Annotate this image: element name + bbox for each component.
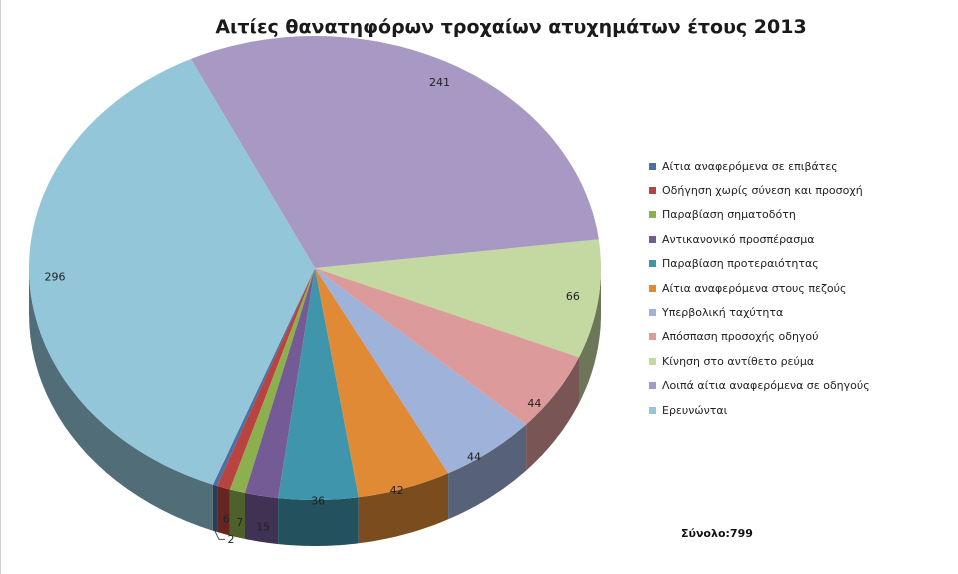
pie-side-walls xyxy=(29,268,601,546)
pie-slice-6 xyxy=(315,268,527,474)
pie-side-6 xyxy=(448,424,527,520)
legend-label: Ερευνώνται xyxy=(662,403,728,417)
data-label-3: 15 xyxy=(256,520,270,533)
legend-item-4: Παραβίαση προτεραιότητας xyxy=(649,252,870,276)
data-label-5: 42 xyxy=(390,484,404,497)
legend-label: Υπερβολική ταχύτητα xyxy=(662,306,784,320)
pie-slice-2 xyxy=(229,268,315,493)
legend-label: Οδήγηση χωρίς σύνεση και προσοχή xyxy=(662,184,863,198)
pie-side-4 xyxy=(278,497,359,546)
legend-item-1: Οδήγηση χωρίς σύνεση και προσοχή xyxy=(649,178,870,202)
legend-label: Κίνηση στο αντίθετο ρεύμα xyxy=(662,354,815,368)
legend-label: Αίτια αναφερόμενα στους πεζούς xyxy=(662,281,847,295)
data-label-4: 36 xyxy=(311,495,325,508)
data-label-7: 44 xyxy=(527,397,541,410)
data-labels: 2 6 7 15 36 42 44 44 66 241 296 xyxy=(45,76,580,546)
data-label-0: 2 xyxy=(228,533,235,546)
data-label-6: 44 xyxy=(467,451,481,464)
pie-slice-8 xyxy=(315,239,601,358)
pie-side-5 xyxy=(358,473,449,544)
pie-side-3 xyxy=(245,492,279,545)
legend-swatch xyxy=(649,260,656,268)
legend-swatch xyxy=(649,211,656,219)
legend-label: Αντικανονικό προσπέρασμα xyxy=(662,232,815,246)
legend-label: Παραβίαση προτεραιότητας xyxy=(662,257,819,271)
legend-item-0: Αίτια αναφερόμενα σε επιβάτες xyxy=(649,154,870,178)
pie-slice-10 xyxy=(29,59,315,485)
legend-swatch xyxy=(649,162,656,170)
legend-label: Παραβίαση σηματοδότη xyxy=(662,208,796,222)
legend-swatch xyxy=(649,187,656,195)
legend-item-7: Απόσπαση προσοχής οδηγού xyxy=(649,325,870,349)
legend-swatch xyxy=(649,406,656,414)
chart-title: Αιτίες θανατηφόρων τροχαίων ατυχημάτων έ… xyxy=(215,16,807,38)
legend-item-6: Υπερβολική ταχύτητα xyxy=(649,300,870,324)
legend-swatch xyxy=(649,333,656,341)
legend-item-2: Παραβίαση σηματοδότη xyxy=(649,203,870,227)
pie-slices xyxy=(29,36,601,500)
leader-line-0 xyxy=(214,531,225,540)
pie-slice-5 xyxy=(315,268,449,498)
data-label-9: 241 xyxy=(429,76,450,89)
data-label-10: 296 xyxy=(45,270,66,283)
legend-item-10: Ερευνώνται xyxy=(649,398,870,422)
pie-side-8 xyxy=(579,268,601,404)
pie-side-7 xyxy=(526,357,579,471)
data-label-8: 66 xyxy=(566,290,580,303)
legend-item-3: Αντικανονικό προσπέρασμα xyxy=(649,227,870,251)
pie-slice-9 xyxy=(190,36,599,268)
pie-side-0 xyxy=(212,484,218,532)
legend-swatch xyxy=(649,309,656,317)
total-label: Σύνολο:799 xyxy=(681,527,753,540)
pie-slice-0 xyxy=(212,268,315,486)
data-label-2: 7 xyxy=(236,516,243,529)
legend-swatch xyxy=(649,357,656,365)
legend-swatch xyxy=(649,382,656,390)
legend-item-5: Αίτια αναφερόμενα στους πεζούς xyxy=(649,276,870,300)
legend: Αίτια αναφερόμενα σε επιβάτες Οδήγηση χωρ… xyxy=(649,154,870,422)
pie-slice-1 xyxy=(217,268,315,490)
legend-item-8: Κίνηση στο αντίθετο ρεύμα xyxy=(649,349,870,373)
legend-swatch xyxy=(649,284,656,292)
pie-slice-3 xyxy=(245,268,315,499)
data-label-1: 6 xyxy=(223,512,230,525)
pie-slice-4 xyxy=(278,268,359,500)
legend-item-9: Λοιπά αίτια αναφερόμενα σε οδηγούς xyxy=(649,374,870,398)
pie-side-1 xyxy=(217,486,230,536)
legend-label: Αίτια αναφερόμενα σε επιβάτες xyxy=(662,159,838,173)
legend-label: Λοιπά αίτια αναφερόμενα σε οδηγούς xyxy=(662,379,870,393)
legend-swatch xyxy=(649,235,656,243)
pie-side-2 xyxy=(229,489,245,539)
legend-label: Απόσπαση προσοχής οδηγού xyxy=(662,330,819,344)
pie-slice-7 xyxy=(315,268,579,425)
pie-side-10 xyxy=(29,268,213,531)
